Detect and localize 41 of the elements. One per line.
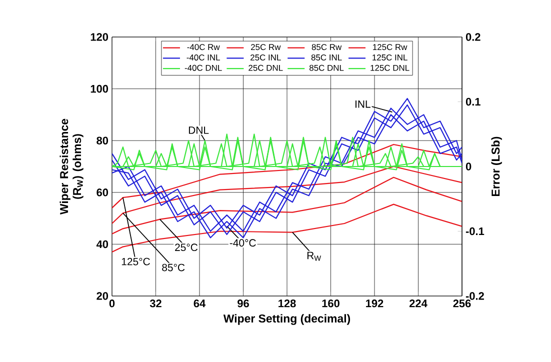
y2-tick-label: -0.2 [466, 292, 484, 300]
y-tick-label: 80 [96, 136, 108, 144]
legend-label: -40C DNL [184, 64, 222, 71]
legend-label: 125C Rw [373, 44, 408, 50]
y2-tick-label: -0.1 [466, 227, 484, 236]
annotation: 125°C [122, 258, 150, 266]
x-axis-title: Wiper Setting (decimal) [223, 314, 350, 325]
y2-tick-label: 0.1 [466, 98, 480, 106]
x-tick-label: 224 [409, 300, 428, 308]
legend-label: 125C DNL [370, 64, 410, 71]
x-tick-label: 96 [238, 300, 249, 308]
y2-tick-label: 0.2 [466, 33, 480, 41]
x-tick-label: 256 [453, 300, 471, 308]
legend-label: 125C INL [372, 54, 408, 60]
annotation: INL [356, 100, 370, 108]
legend-label: 85C Rw [312, 44, 342, 50]
legend-label: -40C Rw [187, 44, 220, 50]
x-tick-label: 160 [322, 300, 340, 308]
y-tick-label: 40 [96, 240, 108, 248]
legend-label: -40C INL [186, 54, 220, 60]
annotation: 85°C [162, 264, 185, 272]
y-tick-label: 20 [96, 292, 108, 300]
x-tick-label: 192 [366, 300, 384, 308]
legend-label: 25C Rw [251, 44, 281, 50]
y-tick-label: 120 [90, 33, 108, 41]
x-tick-label: 32 [150, 300, 162, 308]
annotation: 25°C [175, 244, 198, 252]
annotation: R$_{W}$ [307, 252, 322, 261]
y2-tick-label: 0 [466, 162, 472, 170]
y-tick-label: 60 [96, 188, 108, 196]
legend-label: 25C DNL [248, 64, 283, 71]
x-tick-label: 64 [194, 300, 206, 308]
annotation: DNL [188, 126, 209, 134]
x-tick-label: 0 [109, 300, 115, 308]
legend-label: 85C DNL [310, 64, 344, 71]
legend-label: 85C INL [311, 54, 342, 60]
y2-axis-title: Error (LSb) [491, 136, 502, 196]
y-tick-label: 100 [90, 84, 108, 93]
x-tick-label: 128 [278, 300, 296, 308]
annotation: -40°C [230, 239, 256, 247]
legend-label: 25C INL [250, 54, 281, 60]
